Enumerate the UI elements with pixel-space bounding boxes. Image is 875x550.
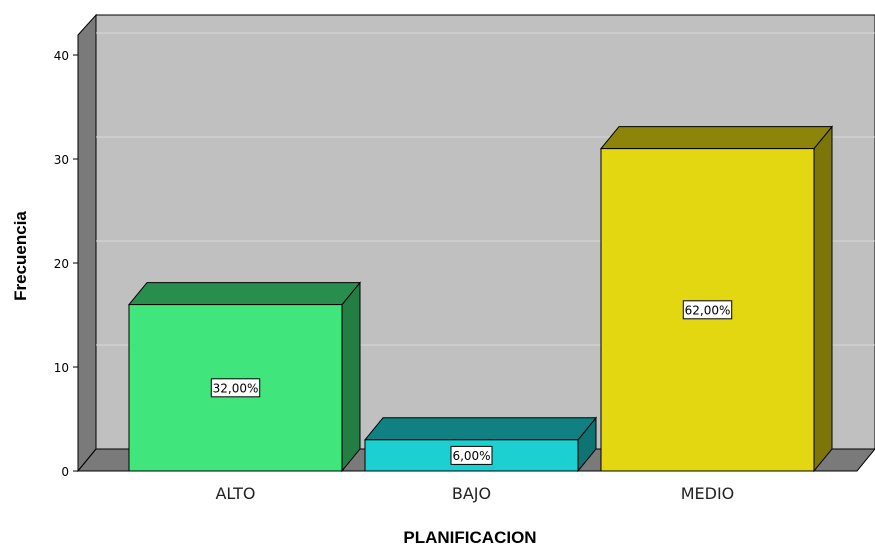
bar-top-face	[363, 417, 598, 441]
data-label-box	[210, 378, 261, 398]
x-category-label: MEDIO	[681, 484, 735, 503]
y-axis-ticks: 0 10 20 30 40	[54, 49, 78, 479]
y-tick-label: 20	[54, 257, 69, 271]
plot-left-wall	[77, 13, 97, 473]
data-label: 32,00%	[213, 381, 259, 395]
data-label: 6,00%	[452, 449, 490, 463]
x-category-label: BAJO	[452, 484, 491, 503]
chart-frame: 0 10 20 30 40 32,00% 6,00% 62,00% ALTO BAJO MEDI…	[11, 13, 875, 547]
data-label-box	[450, 445, 493, 465]
bar-alto: 32,00%	[127, 281, 362, 473]
data-label: 62,00%	[685, 303, 731, 317]
y-axis-title: Frecuencia	[11, 211, 30, 301]
y-tick-label: 10	[54, 361, 69, 375]
bar-front-face	[364, 439, 579, 472]
bar-bajo: 6,00%	[363, 416, 598, 473]
data-label-box	[682, 300, 733, 320]
bar-side-face	[813, 125, 833, 473]
y-tick-label: 30	[54, 153, 69, 167]
bar-top-face	[127, 282, 362, 306]
bar-medio: 62,00%	[599, 125, 834, 473]
bar-top-face	[599, 126, 834, 150]
x-axis-title: PLANIFICACION	[403, 528, 536, 547]
bar-side-face	[341, 281, 361, 473]
x-axis-categories: ALTO BAJO MEDIO	[215, 484, 734, 503]
y-tick-label: 40	[54, 49, 69, 63]
y-tick-label: 0	[61, 465, 69, 479]
bars: 32,00% 6,00% 62,00%	[127, 125, 834, 473]
x-category-label: ALTO	[215, 484, 255, 503]
